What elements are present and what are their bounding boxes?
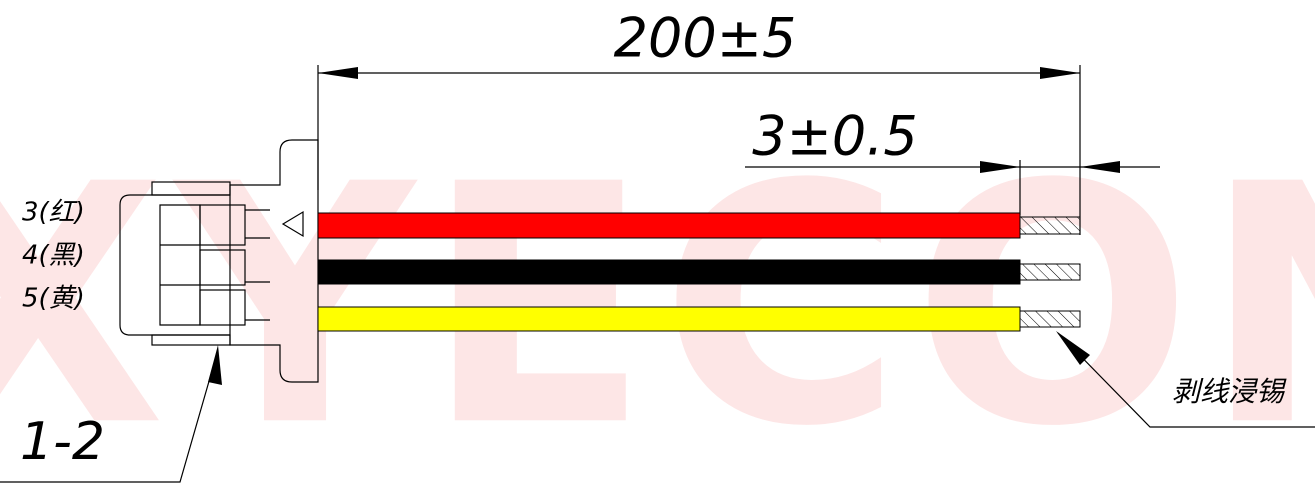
overall-length: 200±5 — [614, 7, 797, 70]
connector-leader — [0, 345, 222, 483]
overall-dimension — [317, 65, 1081, 235]
strip-length: 3±0.5 — [752, 105, 917, 168]
connector-label: 1-2 — [20, 412, 105, 472]
wires — [317, 212, 1081, 332]
strip-note: 剥线浸锡 — [1172, 375, 1287, 408]
strip-leader — [1056, 331, 1315, 428]
wire-label: 4(黑) — [22, 241, 85, 271]
watermark: XYECON — [0, 114, 1315, 485]
wire-label: 3(红) — [22, 198, 85, 228]
strip-dimension — [745, 160, 1160, 215]
wire-label: 5(黄) — [22, 284, 85, 314]
